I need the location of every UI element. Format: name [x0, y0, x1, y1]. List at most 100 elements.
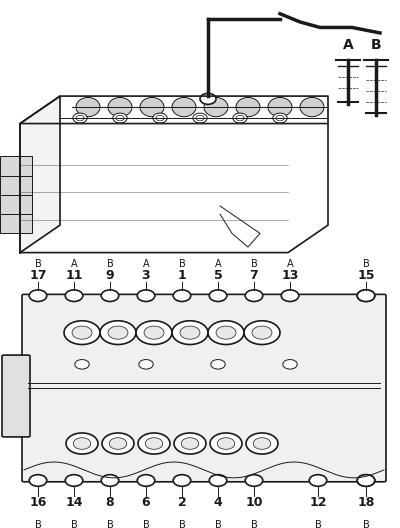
- Ellipse shape: [108, 98, 132, 117]
- Text: 1: 1: [178, 269, 186, 282]
- Circle shape: [245, 475, 263, 486]
- Text: B: B: [251, 259, 257, 269]
- Text: B: B: [179, 520, 185, 528]
- Text: 17: 17: [29, 269, 47, 282]
- Text: 18: 18: [357, 496, 375, 510]
- Circle shape: [76, 115, 84, 121]
- Text: 6: 6: [142, 496, 150, 510]
- Text: 12: 12: [309, 496, 327, 510]
- Circle shape: [102, 433, 134, 454]
- Circle shape: [209, 290, 227, 301]
- Ellipse shape: [204, 98, 228, 117]
- Polygon shape: [0, 195, 32, 214]
- Circle shape: [174, 433, 206, 454]
- Circle shape: [173, 290, 191, 301]
- Ellipse shape: [300, 98, 324, 117]
- Circle shape: [196, 115, 204, 121]
- Circle shape: [65, 290, 83, 301]
- Circle shape: [217, 438, 235, 449]
- Text: 10: 10: [245, 496, 263, 510]
- Text: 15: 15: [357, 269, 375, 282]
- Circle shape: [72, 326, 92, 340]
- Text: B: B: [35, 259, 41, 269]
- Text: B: B: [179, 259, 185, 269]
- Text: A: A: [287, 259, 293, 269]
- Circle shape: [139, 360, 153, 369]
- Text: 13: 13: [281, 269, 299, 282]
- Ellipse shape: [172, 98, 196, 117]
- Circle shape: [101, 290, 119, 301]
- Circle shape: [173, 475, 191, 486]
- Circle shape: [65, 475, 83, 486]
- Circle shape: [100, 321, 136, 345]
- Circle shape: [144, 326, 164, 340]
- Circle shape: [281, 290, 299, 301]
- Circle shape: [210, 433, 242, 454]
- Circle shape: [138, 433, 170, 454]
- Polygon shape: [0, 176, 32, 195]
- Text: 4: 4: [214, 496, 222, 510]
- Text: A: A: [143, 259, 149, 269]
- Circle shape: [357, 290, 375, 301]
- Circle shape: [116, 115, 124, 121]
- Text: B: B: [363, 259, 369, 269]
- Circle shape: [181, 438, 199, 449]
- Circle shape: [208, 321, 244, 345]
- Text: 16: 16: [29, 496, 47, 510]
- Text: 11: 11: [65, 269, 83, 282]
- Ellipse shape: [268, 98, 292, 117]
- Circle shape: [153, 113, 167, 123]
- Circle shape: [283, 360, 297, 369]
- Circle shape: [273, 113, 287, 123]
- Circle shape: [357, 290, 375, 301]
- Circle shape: [244, 321, 280, 345]
- Circle shape: [137, 475, 155, 486]
- Circle shape: [75, 360, 89, 369]
- Circle shape: [101, 475, 119, 486]
- Circle shape: [276, 115, 284, 121]
- Circle shape: [180, 326, 200, 340]
- Circle shape: [193, 113, 207, 123]
- FancyBboxPatch shape: [22, 294, 386, 482]
- Circle shape: [200, 93, 216, 105]
- Text: B: B: [107, 520, 113, 528]
- Circle shape: [216, 326, 236, 340]
- Text: B: B: [315, 520, 321, 528]
- Circle shape: [252, 326, 272, 340]
- Circle shape: [64, 321, 100, 345]
- Circle shape: [233, 113, 247, 123]
- Text: B: B: [371, 39, 381, 52]
- Text: A: A: [71, 259, 77, 269]
- Circle shape: [253, 438, 271, 449]
- Text: B: B: [107, 259, 113, 269]
- Text: 14: 14: [65, 496, 83, 510]
- Circle shape: [29, 475, 47, 486]
- Circle shape: [109, 438, 127, 449]
- Circle shape: [245, 290, 263, 301]
- Circle shape: [66, 433, 98, 454]
- Circle shape: [113, 113, 127, 123]
- Text: A: A: [343, 39, 353, 52]
- Circle shape: [73, 438, 91, 449]
- Ellipse shape: [236, 98, 260, 117]
- Circle shape: [357, 475, 375, 486]
- Ellipse shape: [140, 98, 164, 117]
- Text: B: B: [215, 520, 221, 528]
- Text: B: B: [251, 520, 257, 528]
- Circle shape: [108, 326, 128, 340]
- Text: 3: 3: [142, 269, 150, 282]
- Text: A: A: [215, 259, 221, 269]
- Circle shape: [73, 113, 87, 123]
- Circle shape: [236, 115, 244, 121]
- Circle shape: [145, 438, 163, 449]
- Text: B: B: [71, 520, 77, 528]
- Circle shape: [136, 321, 172, 345]
- Circle shape: [211, 360, 225, 369]
- Circle shape: [209, 475, 227, 486]
- Text: B: B: [363, 520, 369, 528]
- Circle shape: [172, 321, 208, 345]
- Text: 5: 5: [214, 269, 222, 282]
- Text: 9: 9: [106, 269, 114, 282]
- Polygon shape: [0, 214, 32, 233]
- Circle shape: [357, 475, 375, 486]
